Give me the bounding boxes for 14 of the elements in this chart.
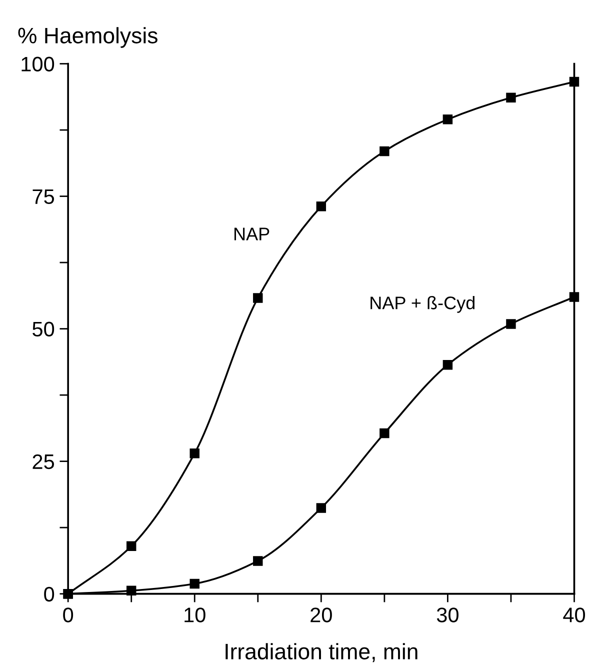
y-tick-label: 0 (44, 586, 54, 602)
y-tick-label: 50 (32, 322, 54, 337)
y-tick-label: 25 (32, 454, 54, 470)
y-tick-label: 75 (32, 189, 54, 204)
x-axis-title: Irradiation time, min (226, 643, 418, 662)
x-tick-label: 30 (436, 608, 458, 622)
x-tick-label: 10 (184, 608, 206, 622)
y-axis-title: % Haemolysis (18, 27, 158, 48)
x-tick-label: 40 (563, 608, 586, 622)
x-tick-label: 20 (310, 608, 332, 622)
y-tick-label: 100 (22, 56, 54, 72)
series-label: NAP + ß-Cyd (370, 296, 474, 313)
x-tick-label: 0 (63, 608, 74, 622)
series-label: NAP (234, 228, 270, 240)
